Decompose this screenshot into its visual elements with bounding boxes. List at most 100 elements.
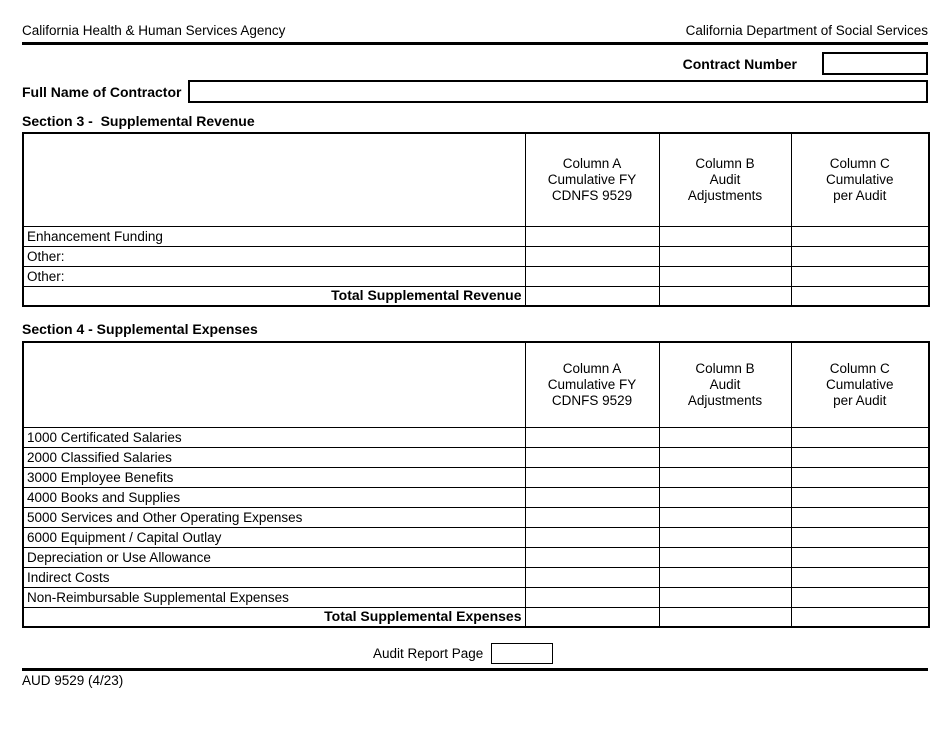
cell-column-b[interactable] bbox=[658, 446, 792, 468]
audit-report-page-label: Audit Report Page bbox=[373, 646, 484, 661]
cell-column-a[interactable] bbox=[524, 566, 660, 588]
audit-report-page-row: Audit Report Page bbox=[373, 643, 928, 664]
cell-column-b[interactable] bbox=[658, 546, 792, 568]
table-row: Non-Reimbursable Supplemental Expenses bbox=[22, 586, 930, 608]
cell-column-c[interactable] bbox=[790, 486, 930, 508]
cell-column-c[interactable] bbox=[790, 245, 930, 267]
header-rule bbox=[22, 42, 928, 45]
total-row: Total Supplemental Expenses bbox=[22, 606, 930, 628]
cell-column-a[interactable] bbox=[524, 265, 660, 287]
section3-header-row: Column A Cumulative FY CDNFS 9529 Column… bbox=[22, 132, 930, 227]
cell-column-c[interactable] bbox=[790, 586, 930, 608]
row-label: 5000 Services and Other Operating Expens… bbox=[22, 506, 526, 528]
contractor-name-row: Full Name of Contractor bbox=[22, 80, 928, 103]
cell-column-a[interactable] bbox=[524, 446, 660, 468]
cell-column-c[interactable] bbox=[790, 225, 930, 247]
total-row-label: Total Supplemental Expenses bbox=[22, 606, 526, 628]
total-cell-column-b[interactable] bbox=[658, 606, 792, 628]
cell-column-b[interactable] bbox=[658, 225, 792, 247]
row-label: 1000 Certificated Salaries bbox=[22, 426, 526, 448]
section3-column-c-header: Column C Cumulative per Audit bbox=[790, 132, 930, 227]
contract-number-input[interactable] bbox=[822, 52, 928, 75]
table-row: 1000 Certificated Salaries bbox=[22, 426, 930, 448]
cell-column-b[interactable] bbox=[658, 466, 792, 488]
table-row: Enhancement Funding bbox=[22, 225, 930, 247]
table-row: 2000 Classified Salaries bbox=[22, 446, 930, 468]
cell-column-b[interactable] bbox=[658, 265, 792, 287]
cell-column-b[interactable] bbox=[658, 526, 792, 548]
row-label: 3000 Employee Benefits bbox=[22, 466, 526, 488]
cell-column-a[interactable] bbox=[524, 245, 660, 267]
row-label: 4000 Books and Supplies bbox=[22, 486, 526, 508]
cell-column-b[interactable] bbox=[658, 586, 792, 608]
cell-column-b[interactable] bbox=[658, 426, 792, 448]
cell-column-b[interactable] bbox=[658, 566, 792, 588]
cell-column-c[interactable] bbox=[790, 566, 930, 588]
row-label: Indirect Costs bbox=[22, 566, 526, 588]
cell-column-b[interactable] bbox=[658, 245, 792, 267]
cell-column-c[interactable] bbox=[790, 546, 930, 568]
table-row: 5000 Services and Other Operating Expens… bbox=[22, 506, 930, 528]
section3-column-b-header: Column B Audit Adjustments bbox=[658, 132, 792, 227]
section4-header-row: Column A Cumulative FY CDNFS 9529 Column… bbox=[22, 341, 930, 428]
total-cell-column-c[interactable] bbox=[790, 285, 930, 307]
section3-column-a-header: Column A Cumulative FY CDNFS 9529 bbox=[524, 132, 660, 227]
table-row: 6000 Equipment / Capital Outlay bbox=[22, 526, 930, 548]
total-cell-column-a[interactable] bbox=[524, 606, 660, 628]
cell-column-b[interactable] bbox=[658, 486, 792, 508]
page-header: California Health & Human Services Agenc… bbox=[22, 0, 928, 39]
total-cell-column-a[interactable] bbox=[524, 285, 660, 307]
table-row: 3000 Employee Benefits bbox=[22, 466, 930, 488]
row-label: Depreciation or Use Allowance bbox=[22, 546, 526, 568]
cell-column-a[interactable] bbox=[524, 546, 660, 568]
table-row: Other: bbox=[22, 245, 930, 267]
row-label-other[interactable]: Other: bbox=[22, 265, 526, 287]
section3-corner-cell bbox=[22, 132, 526, 227]
cell-column-c[interactable] bbox=[790, 426, 930, 448]
row-label: Non-Reimbursable Supplemental Expenses bbox=[22, 586, 526, 608]
cell-column-a[interactable] bbox=[524, 225, 660, 247]
table-row: Indirect Costs bbox=[22, 566, 930, 588]
total-row-label: Total Supplemental Revenue bbox=[22, 285, 526, 307]
agency-name-right: California Department of Social Services bbox=[685, 23, 928, 38]
section4-table: Column A Cumulative FY CDNFS 9529 Column… bbox=[22, 341, 930, 628]
cell-column-b[interactable] bbox=[658, 506, 792, 528]
row-label: 2000 Classified Salaries bbox=[22, 446, 526, 468]
agency-name-left: California Health & Human Services Agenc… bbox=[22, 23, 286, 38]
form-number: AUD 9529 (4/23) bbox=[22, 673, 124, 688]
table-row: Other: bbox=[22, 265, 930, 287]
cell-column-c[interactable] bbox=[790, 446, 930, 468]
cell-column-a[interactable] bbox=[524, 506, 660, 528]
form-page: California Health & Human Services Agenc… bbox=[22, 0, 930, 688]
section3-title: Section 3 - Supplemental Revenue bbox=[22, 113, 255, 129]
cell-column-a[interactable] bbox=[524, 426, 660, 448]
footer-rule bbox=[22, 668, 928, 671]
total-cell-column-c[interactable] bbox=[790, 606, 930, 628]
cell-column-a[interactable] bbox=[524, 526, 660, 548]
section4-title: Section 4 - Supplemental Expenses bbox=[22, 321, 258, 337]
section4-corner-cell bbox=[22, 341, 526, 428]
cell-column-c[interactable] bbox=[790, 466, 930, 488]
total-row: Total Supplemental Revenue bbox=[22, 285, 930, 307]
cell-column-a[interactable] bbox=[524, 486, 660, 508]
section3-table: Column A Cumulative FY CDNFS 9529 Column… bbox=[22, 132, 930, 307]
total-cell-column-b[interactable] bbox=[658, 285, 792, 307]
section4-column-a-header: Column A Cumulative FY CDNFS 9529 bbox=[524, 341, 660, 428]
cell-column-a[interactable] bbox=[524, 586, 660, 608]
cell-column-a[interactable] bbox=[524, 466, 660, 488]
cell-column-c[interactable] bbox=[790, 265, 930, 287]
section4-column-c-header: Column C Cumulative per Audit bbox=[790, 341, 930, 428]
contractor-name-label: Full Name of Contractor bbox=[22, 83, 182, 100]
row-label: Enhancement Funding bbox=[22, 225, 526, 247]
contract-number-row: Contract Number bbox=[22, 52, 928, 75]
contractor-name-input[interactable] bbox=[188, 80, 928, 103]
contract-number-label: Contract Number bbox=[682, 55, 797, 72]
audit-report-page-input[interactable] bbox=[491, 643, 554, 664]
cell-column-c[interactable] bbox=[790, 526, 930, 548]
row-label-other[interactable]: Other: bbox=[22, 245, 526, 267]
table-row: 4000 Books and Supplies bbox=[22, 486, 930, 508]
table-row: Depreciation or Use Allowance bbox=[22, 546, 930, 568]
cell-column-c[interactable] bbox=[790, 506, 930, 528]
section4-column-b-header: Column B Audit Adjustments bbox=[658, 341, 792, 428]
row-label: 6000 Equipment / Capital Outlay bbox=[22, 526, 526, 548]
